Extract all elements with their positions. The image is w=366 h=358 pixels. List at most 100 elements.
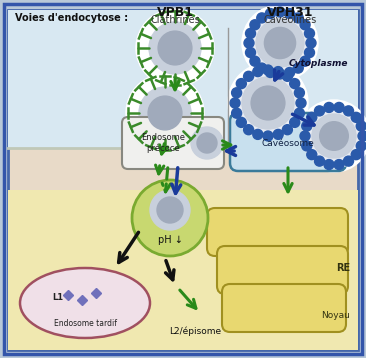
FancyBboxPatch shape xyxy=(122,117,224,169)
Circle shape xyxy=(356,121,366,131)
Circle shape xyxy=(305,28,314,38)
Circle shape xyxy=(302,121,312,131)
Circle shape xyxy=(296,98,306,108)
FancyBboxPatch shape xyxy=(230,113,346,171)
Circle shape xyxy=(300,56,310,66)
Text: VPB1: VPB1 xyxy=(157,6,194,19)
Circle shape xyxy=(294,108,305,118)
Circle shape xyxy=(358,131,366,141)
Circle shape xyxy=(307,112,317,122)
Circle shape xyxy=(324,102,334,112)
Circle shape xyxy=(139,87,191,139)
Text: Endosome
précoce: Endosome précoce xyxy=(141,133,185,153)
Circle shape xyxy=(148,96,182,130)
Circle shape xyxy=(314,106,325,116)
Circle shape xyxy=(344,156,354,166)
Circle shape xyxy=(300,131,310,141)
Circle shape xyxy=(312,114,356,158)
Circle shape xyxy=(246,28,255,38)
Circle shape xyxy=(290,117,300,127)
Circle shape xyxy=(191,127,223,159)
Circle shape xyxy=(242,5,318,81)
FancyBboxPatch shape xyxy=(8,190,358,350)
Circle shape xyxy=(285,9,295,19)
Circle shape xyxy=(256,19,304,67)
Circle shape xyxy=(324,160,334,170)
Circle shape xyxy=(300,20,310,30)
Circle shape xyxy=(236,117,246,127)
Circle shape xyxy=(273,67,283,77)
Circle shape xyxy=(158,31,192,65)
Circle shape xyxy=(136,9,214,87)
FancyBboxPatch shape xyxy=(8,10,358,350)
FancyBboxPatch shape xyxy=(222,284,346,332)
Circle shape xyxy=(263,131,273,141)
Circle shape xyxy=(265,9,276,19)
Circle shape xyxy=(149,22,201,74)
Circle shape xyxy=(298,100,366,172)
Circle shape xyxy=(132,180,208,256)
Text: RE: RE xyxy=(336,263,350,273)
Circle shape xyxy=(275,7,285,17)
Text: Cavéosome: Cavéosome xyxy=(262,139,314,147)
FancyBboxPatch shape xyxy=(8,10,358,148)
Text: Clathrines: Clathrines xyxy=(150,15,200,25)
Circle shape xyxy=(285,67,295,77)
Text: Cytoplasme: Cytoplasme xyxy=(288,58,348,68)
Circle shape xyxy=(246,9,314,77)
Circle shape xyxy=(302,104,366,168)
Circle shape xyxy=(244,125,254,135)
Circle shape xyxy=(265,67,276,77)
Circle shape xyxy=(305,48,314,58)
Text: Cavéolines: Cavéolines xyxy=(264,15,317,25)
Circle shape xyxy=(246,48,255,58)
Circle shape xyxy=(253,67,263,77)
Circle shape xyxy=(150,190,190,230)
Circle shape xyxy=(126,74,204,152)
Circle shape xyxy=(351,150,361,160)
Circle shape xyxy=(232,67,304,139)
Circle shape xyxy=(290,79,300,88)
FancyBboxPatch shape xyxy=(207,208,348,256)
Circle shape xyxy=(251,86,285,120)
Text: Endosome tardif: Endosome tardif xyxy=(53,319,116,328)
Circle shape xyxy=(351,112,361,122)
Text: pH ↓: pH ↓ xyxy=(157,235,182,245)
Text: Voies d'endocytose :: Voies d'endocytose : xyxy=(15,13,128,23)
Circle shape xyxy=(230,98,240,108)
Circle shape xyxy=(273,129,283,139)
Circle shape xyxy=(283,125,292,135)
Circle shape xyxy=(320,122,348,150)
Ellipse shape xyxy=(20,268,150,338)
Circle shape xyxy=(257,13,267,23)
Circle shape xyxy=(283,71,292,81)
Circle shape xyxy=(244,38,254,48)
Circle shape xyxy=(344,106,354,116)
Circle shape xyxy=(244,71,254,81)
Circle shape xyxy=(314,156,325,166)
Circle shape xyxy=(232,88,242,98)
Circle shape xyxy=(232,108,242,118)
Circle shape xyxy=(294,88,305,98)
Circle shape xyxy=(250,56,260,66)
Circle shape xyxy=(228,63,308,143)
Text: L1: L1 xyxy=(52,294,64,303)
Circle shape xyxy=(253,129,263,139)
Circle shape xyxy=(275,69,285,79)
Text: VPH31: VPH31 xyxy=(267,6,313,19)
Circle shape xyxy=(306,38,316,48)
Circle shape xyxy=(293,63,303,73)
Circle shape xyxy=(356,141,366,151)
Circle shape xyxy=(242,77,294,129)
Circle shape xyxy=(334,102,344,112)
Circle shape xyxy=(250,20,260,30)
Circle shape xyxy=(197,133,217,153)
Text: Noyau: Noyau xyxy=(321,311,350,320)
Text: L2/épisome: L2/épisome xyxy=(169,326,221,335)
Circle shape xyxy=(293,13,303,23)
Circle shape xyxy=(302,141,312,151)
Circle shape xyxy=(257,63,267,73)
Circle shape xyxy=(264,28,296,59)
Circle shape xyxy=(334,160,344,170)
Circle shape xyxy=(263,65,273,75)
